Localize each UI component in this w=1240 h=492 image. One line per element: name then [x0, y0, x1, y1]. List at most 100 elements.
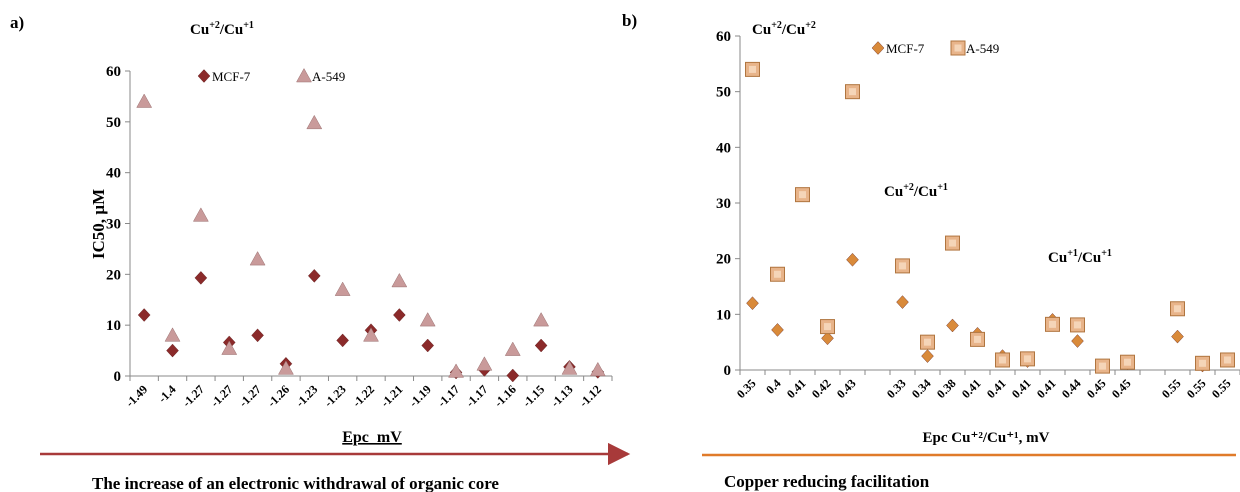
x-tick-label: -1.49 — [123, 382, 151, 410]
point-a-549 — [448, 363, 464, 378]
legend-marker-mcf-7 — [871, 41, 885, 55]
x-tick-label: 0.42 — [809, 376, 834, 401]
x-tick-label: 0.45 — [1084, 376, 1109, 401]
x-tick-label: 0.43 — [834, 376, 859, 401]
point-a-549 — [278, 360, 294, 375]
x-tick-label: 0.41 — [959, 376, 984, 401]
point-mcf-7 — [506, 368, 520, 383]
panel-b-arrow-caption: Copper reducing facilitation — [724, 472, 930, 491]
point-a-549-highlight — [824, 323, 831, 331]
panel-b-label: b) — [622, 11, 637, 30]
point-a-549 — [136, 93, 153, 108]
y-tick-label: 20 — [716, 252, 731, 268]
point-a-549 — [419, 312, 436, 327]
point-a-549-highlight — [849, 88, 856, 96]
x-tick-label: -1.15 — [520, 382, 548, 410]
point-mcf-7 — [896, 295, 909, 309]
point-mcf-7 — [393, 308, 406, 322]
point-mcf-7 — [534, 338, 548, 353]
legend-label-a-549: A-549 — [312, 69, 345, 84]
panel-a-label: a) — [10, 13, 24, 32]
panel-b-annotation-1: Cu+2/Cu+2 — [752, 20, 816, 38]
point-a-549 — [306, 114, 323, 130]
point-a-549 — [589, 361, 606, 377]
x-tick-label: -1.22 — [350, 382, 378, 410]
x-tick-label: 0.41 — [784, 376, 809, 401]
panel-a-arrow-caption: The increase of an electronic withdrawal… — [92, 474, 499, 492]
y-tick-label: 10 — [716, 307, 731, 323]
x-tick-label: 0.38 — [934, 376, 959, 401]
panel-b-annotation-3: Cu+1/Cu+1 — [1048, 248, 1112, 266]
point-mcf-7 — [308, 269, 321, 283]
y-tick-label: 40 — [106, 166, 121, 182]
y-tick-label: 0 — [114, 369, 122, 385]
x-tick-label: 0.55 — [1159, 376, 1184, 401]
point-mcf-7 — [194, 271, 208, 285]
point-mcf-7 — [1171, 329, 1184, 344]
point-a-549 — [391, 272, 408, 288]
x-tick-label: 0.44 — [1059, 376, 1084, 401]
point-mcf-7 — [137, 308, 151, 322]
point-a-549 — [561, 360, 578, 375]
x-tick-label: -1.23 — [293, 382, 321, 410]
point-mcf-7 — [421, 338, 434, 353]
y-tick-label: 60 — [106, 64, 121, 80]
x-tick-label: 0.41 — [1034, 376, 1059, 401]
legend-label-mcf-7: MCF-7 — [886, 41, 925, 56]
x-tick-label: -1.26 — [264, 382, 292, 410]
point-mcf-7 — [946, 318, 959, 333]
panel-a-annotation: Cu+2/Cu+1 — [190, 20, 254, 38]
point-a-549 — [363, 327, 379, 342]
point-a-549 — [164, 327, 181, 342]
x-tick-label: 0.55 — [1209, 376, 1234, 401]
x-tick-label: -1.12 — [576, 382, 604, 410]
point-a-549 — [504, 341, 521, 356]
point-mcf-7 — [846, 252, 859, 267]
panel-b-xlabel: Epc Cu⁺²/Cu⁺¹, mV — [923, 430, 1050, 446]
point-mcf-7 — [771, 323, 784, 337]
point-a-549 — [334, 281, 351, 296]
y-tick-label: 20 — [106, 267, 121, 283]
y-tick-label: 50 — [716, 85, 731, 101]
x-tick-label: -1.16 — [491, 382, 519, 410]
panel-a-ylabel: IC50, µM — [89, 189, 108, 259]
x-tick-label: -1.27 — [236, 382, 264, 410]
point-a-549 — [533, 312, 550, 327]
point-mcf-7 — [336, 333, 349, 348]
legend-marker-a-549-highlight — [954, 44, 962, 52]
point-mcf-7 — [821, 331, 834, 346]
x-tick-label: -1.27 — [179, 382, 207, 410]
point-a-549-highlight — [1174, 305, 1181, 313]
x-tick-label: -1.21 — [378, 382, 406, 410]
x-tick-label: -1.19 — [406, 382, 434, 410]
x-tick-label: -1.17 — [435, 382, 463, 410]
x-tick-label: 0.41 — [1009, 376, 1034, 401]
x-tick-label: 0.34 — [909, 376, 934, 401]
y-tick-label: 30 — [716, 196, 731, 212]
panel-b-annotation-2: Cu+2/Cu+1 — [884, 182, 948, 200]
point-a-549 — [192, 207, 209, 222]
point-a-549-highlight — [1224, 356, 1231, 364]
x-tick-label: -1.27 — [208, 382, 236, 410]
point-a-549-highlight — [924, 338, 931, 346]
x-tick-label: -1.17 — [463, 382, 491, 410]
point-mcf-7 — [251, 328, 264, 343]
point-mcf-7 — [1071, 334, 1084, 348]
point-a-549-highlight — [749, 65, 756, 73]
point-a-549-highlight — [1049, 320, 1056, 328]
x-tick-label: -1.4 — [155, 382, 178, 405]
point-a-549 — [221, 340, 238, 355]
point-mcf-7 — [166, 343, 179, 358]
point-a-549-highlight — [1199, 359, 1206, 367]
y-tick-label: 30 — [106, 217, 121, 233]
x-tick-label: 0.55 — [1184, 376, 1209, 401]
legend-label-a-549: A-549 — [966, 41, 999, 56]
point-a-549-highlight — [949, 239, 956, 247]
point-mcf-7 — [746, 296, 759, 310]
x-tick-label: 0.45 — [1109, 376, 1134, 401]
point-a-549-highlight — [1124, 358, 1131, 366]
point-a-549 — [249, 251, 266, 266]
